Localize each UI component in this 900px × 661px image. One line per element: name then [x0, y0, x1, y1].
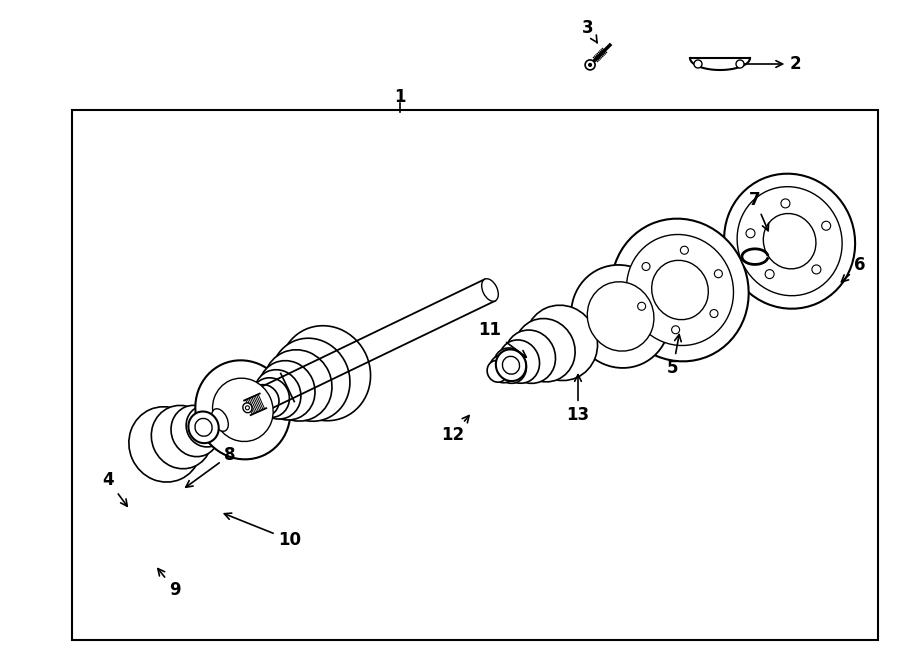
Circle shape [812, 265, 821, 274]
Text: 9: 9 [158, 568, 181, 599]
Ellipse shape [186, 405, 227, 447]
Ellipse shape [763, 214, 816, 269]
Circle shape [765, 270, 774, 278]
Ellipse shape [271, 338, 350, 421]
Ellipse shape [724, 174, 855, 309]
Ellipse shape [652, 260, 708, 320]
Circle shape [642, 262, 650, 270]
Ellipse shape [188, 412, 219, 443]
Ellipse shape [487, 360, 508, 382]
Polygon shape [244, 393, 266, 415]
Ellipse shape [611, 219, 749, 362]
Text: 10: 10 [224, 513, 302, 549]
Text: 4: 4 [103, 471, 127, 506]
Ellipse shape [496, 350, 526, 381]
Circle shape [822, 221, 831, 230]
Circle shape [246, 406, 249, 410]
Text: 5: 5 [667, 334, 681, 377]
Circle shape [589, 63, 591, 66]
Text: 8: 8 [185, 446, 236, 487]
Ellipse shape [251, 378, 290, 418]
Text: 6: 6 [842, 256, 866, 282]
Circle shape [637, 302, 645, 310]
Text: 3: 3 [582, 19, 598, 43]
Ellipse shape [254, 369, 301, 419]
Ellipse shape [210, 405, 236, 432]
Circle shape [585, 60, 595, 70]
Polygon shape [215, 279, 495, 431]
Ellipse shape [280, 326, 371, 421]
Ellipse shape [171, 405, 220, 457]
Ellipse shape [195, 360, 291, 459]
Ellipse shape [588, 282, 654, 351]
Ellipse shape [515, 319, 575, 382]
Circle shape [736, 60, 744, 68]
Text: 13: 13 [566, 375, 590, 424]
Text: 1: 1 [394, 88, 406, 106]
Ellipse shape [212, 378, 274, 442]
Ellipse shape [212, 408, 229, 431]
Ellipse shape [199, 405, 231, 439]
Circle shape [781, 199, 790, 208]
Ellipse shape [499, 340, 540, 383]
Ellipse shape [243, 403, 252, 412]
Circle shape [746, 229, 755, 238]
Circle shape [694, 60, 702, 68]
Ellipse shape [258, 361, 315, 420]
Text: 12: 12 [441, 416, 469, 444]
Ellipse shape [525, 305, 598, 381]
Ellipse shape [490, 355, 516, 383]
Ellipse shape [264, 350, 332, 421]
Ellipse shape [248, 385, 279, 416]
Ellipse shape [218, 405, 238, 427]
Circle shape [671, 326, 680, 334]
Bar [72, 110, 878, 640]
Text: 11: 11 [479, 321, 526, 357]
Text: 7: 7 [749, 191, 769, 231]
Ellipse shape [129, 407, 202, 482]
Ellipse shape [626, 235, 734, 346]
Ellipse shape [482, 279, 499, 301]
Ellipse shape [505, 330, 555, 383]
Circle shape [680, 246, 688, 254]
Text: 2: 2 [742, 55, 802, 73]
Circle shape [710, 309, 718, 317]
Ellipse shape [502, 356, 519, 374]
Ellipse shape [737, 186, 842, 295]
Ellipse shape [151, 405, 212, 469]
Circle shape [715, 270, 723, 278]
Ellipse shape [572, 265, 670, 368]
Ellipse shape [195, 418, 212, 436]
Ellipse shape [494, 348, 526, 383]
